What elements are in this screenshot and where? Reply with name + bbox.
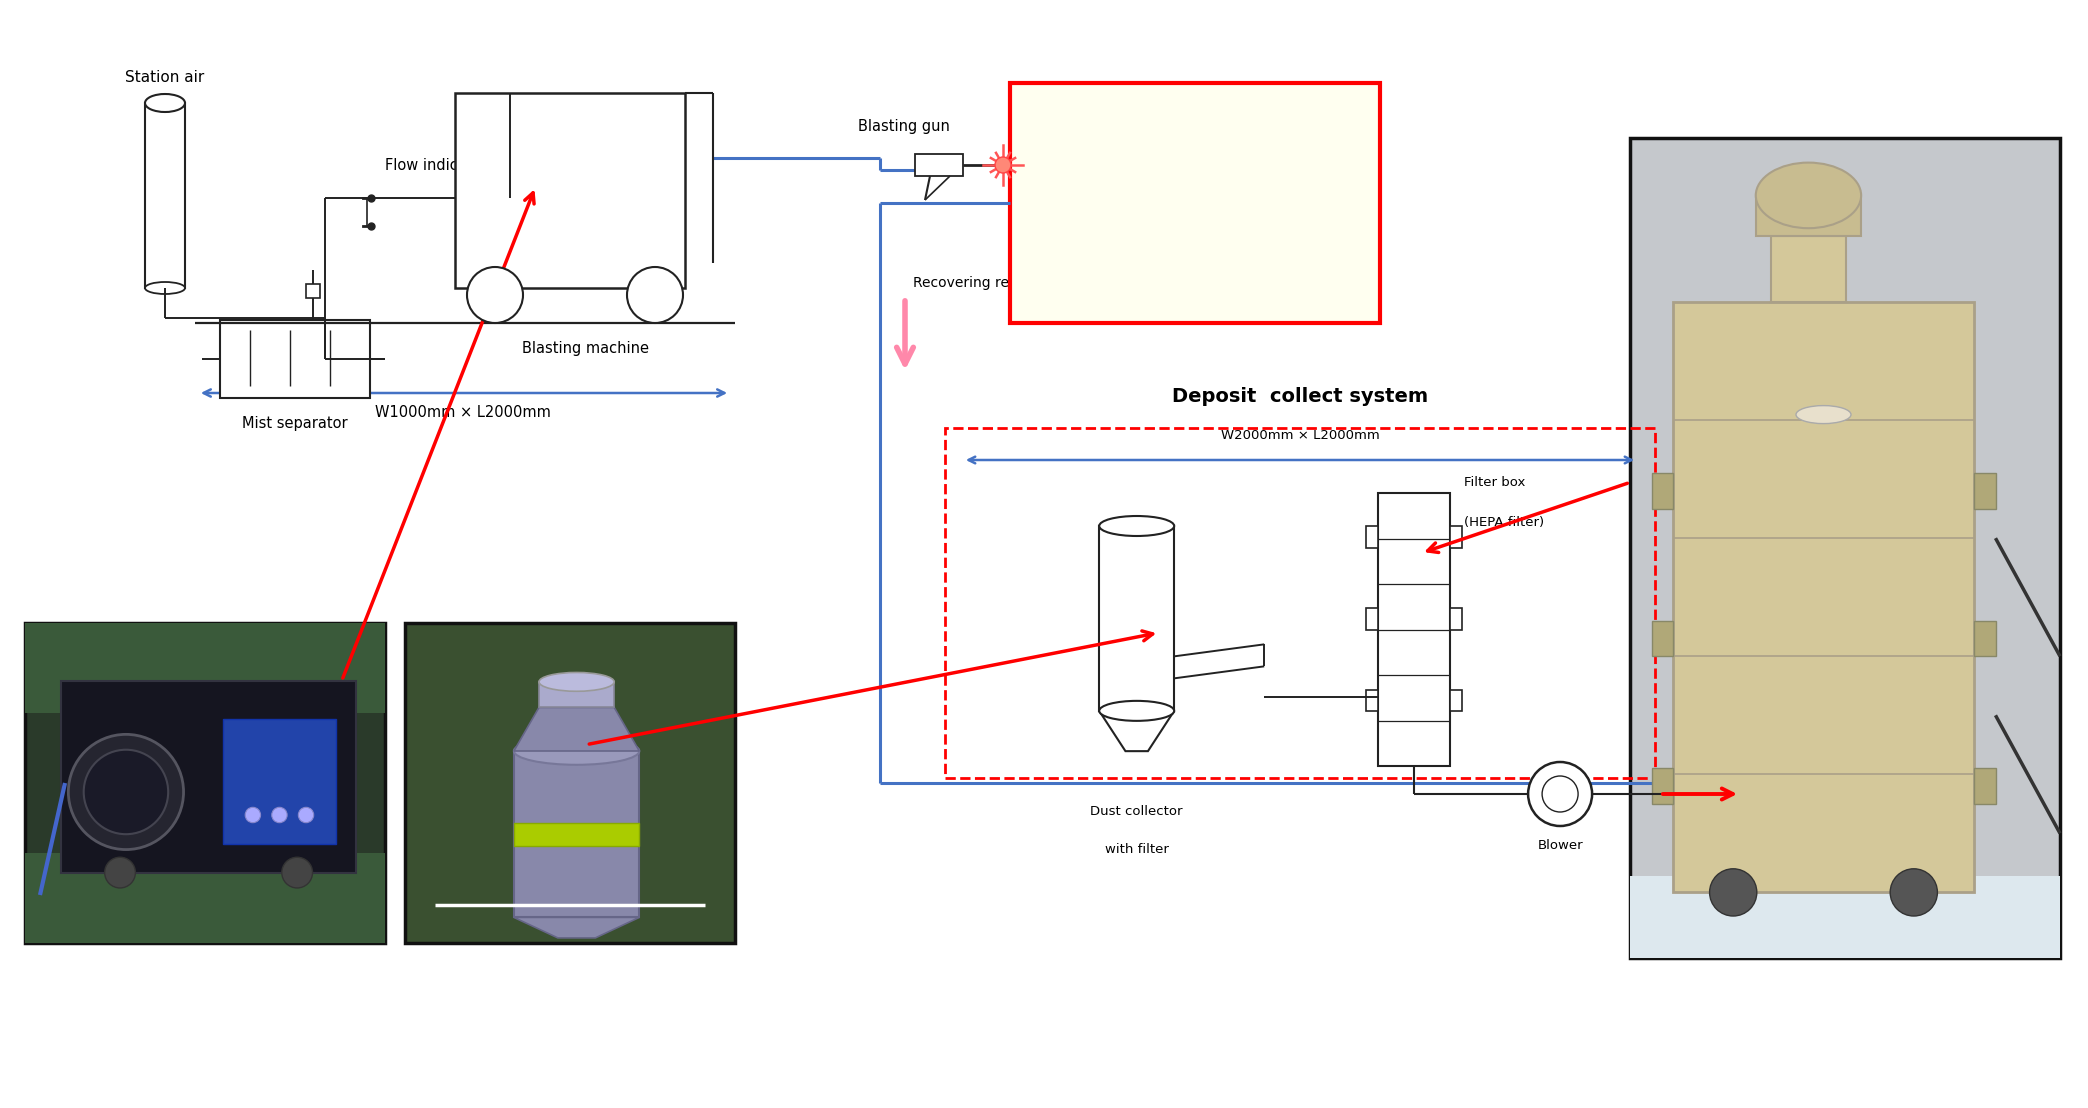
Text: physical object: physical object: [1090, 233, 1299, 260]
Polygon shape: [1098, 711, 1173, 751]
Ellipse shape: [1756, 163, 1860, 228]
Circle shape: [1710, 869, 1756, 916]
Bar: [1011, 83, 1380, 324]
Text: Deposit  collect system: Deposit collect system: [1171, 387, 1428, 406]
Text: Contaminated: Contaminated: [1096, 161, 1292, 188]
Circle shape: [282, 858, 313, 888]
Bar: [223, 719, 336, 844]
Bar: [514, 822, 639, 845]
Text: Filter box: Filter box: [1464, 476, 1526, 489]
Bar: [1652, 769, 1672, 803]
Bar: [1366, 607, 1378, 629]
Bar: [946, 428, 1656, 778]
Bar: [25, 853, 384, 943]
Circle shape: [271, 808, 288, 822]
Polygon shape: [514, 708, 639, 751]
Circle shape: [104, 858, 136, 888]
Bar: [405, 623, 735, 943]
Ellipse shape: [996, 157, 1011, 173]
Text: Dust collector: Dust collector: [1090, 806, 1184, 818]
Bar: [307, 284, 319, 298]
Text: with filter: with filter: [1105, 843, 1169, 856]
Circle shape: [1543, 776, 1579, 812]
Bar: [219, 320, 370, 398]
Bar: [1449, 689, 1462, 711]
Ellipse shape: [144, 94, 186, 112]
Polygon shape: [514, 917, 639, 937]
Bar: [455, 93, 685, 288]
Bar: [514, 751, 639, 917]
Text: Recovering removed deposit: Recovering removed deposit: [912, 276, 1113, 290]
Bar: [1652, 620, 1672, 656]
Bar: [1652, 473, 1672, 509]
Circle shape: [299, 808, 313, 822]
Bar: [1366, 689, 1378, 711]
Bar: [1973, 769, 1996, 803]
Text: Blasting gun: Blasting gun: [858, 119, 950, 133]
Bar: [1631, 876, 2061, 958]
Bar: [1378, 493, 1449, 766]
Ellipse shape: [514, 737, 639, 765]
Bar: [1973, 620, 1996, 656]
Circle shape: [468, 267, 522, 324]
Text: (HEPA filter): (HEPA filter): [1464, 516, 1545, 529]
Bar: [144, 103, 186, 288]
Circle shape: [244, 808, 261, 822]
Ellipse shape: [1098, 701, 1173, 721]
Bar: [1672, 302, 1973, 892]
Circle shape: [84, 750, 169, 834]
Bar: [25, 623, 384, 943]
Bar: [1973, 473, 1996, 509]
Text: Mist separator: Mist separator: [242, 416, 349, 431]
Text: Blower: Blower: [1537, 839, 1583, 852]
Bar: [1756, 195, 1860, 236]
Text: Blasting machine: Blasting machine: [522, 341, 649, 356]
Bar: [539, 681, 614, 708]
Ellipse shape: [1796, 406, 1850, 423]
Bar: [25, 623, 384, 712]
Bar: [1449, 526, 1462, 547]
Circle shape: [1528, 762, 1593, 825]
Bar: [1449, 607, 1462, 629]
Text: Flow indicator: Flow indicator: [384, 158, 487, 173]
Bar: [1771, 236, 1846, 302]
Bar: [61, 680, 357, 873]
Text: W2000mm × L2000mm: W2000mm × L2000mm: [1221, 429, 1380, 442]
Circle shape: [1890, 869, 1938, 916]
Text: W1000mm × L2000mm: W1000mm × L2000mm: [374, 406, 551, 420]
Ellipse shape: [144, 283, 186, 294]
Text: Station air: Station air: [125, 70, 205, 85]
Bar: [1631, 138, 2061, 958]
Circle shape: [69, 735, 184, 850]
Bar: [1366, 526, 1378, 547]
Bar: [1098, 526, 1173, 711]
Circle shape: [626, 267, 683, 324]
Ellipse shape: [1098, 516, 1173, 536]
Bar: [915, 154, 963, 176]
Ellipse shape: [539, 673, 614, 691]
